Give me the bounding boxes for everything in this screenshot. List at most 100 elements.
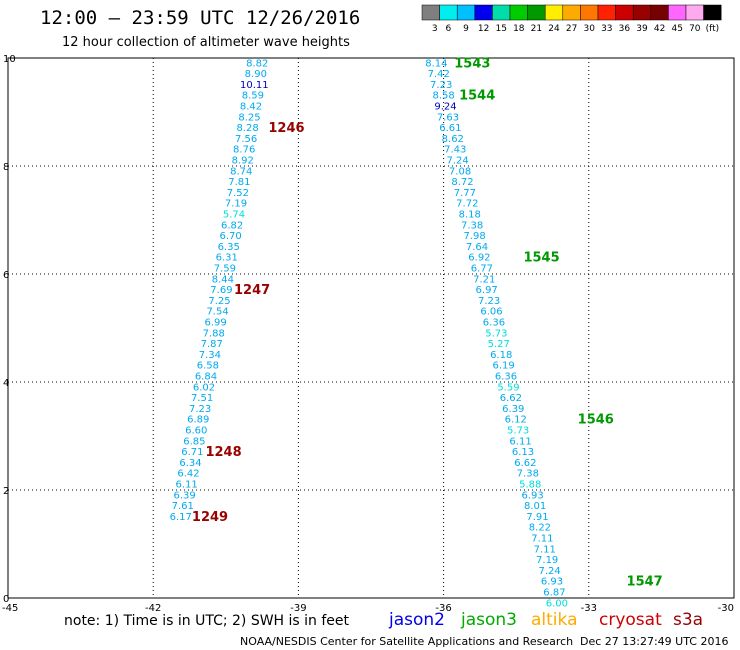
legend-swatch — [492, 4, 511, 21]
wave-height-label: 6.35 — [218, 242, 240, 253]
footer-timestamp: Dec 27 13:27:49 UTC 2016 — [580, 635, 728, 648]
wave-height-label: 6.93 — [541, 577, 563, 588]
legend-label: (ft) — [706, 24, 720, 34]
note-text: note: 1) Time is in UTC; 2) SWH is in fe… — [64, 613, 350, 629]
wave-height-label: 5.73 — [485, 328, 507, 339]
legend-swatch — [456, 4, 476, 21]
wave-height-label: 5.27 — [488, 339, 510, 350]
legend-swatch — [668, 4, 687, 21]
legend-label: 33 — [601, 24, 612, 34]
pass-time-label: 1546 — [578, 413, 614, 428]
wave-height-label: 6.60 — [185, 426, 207, 437]
wave-height-label: 7.21 — [473, 274, 495, 285]
wave-height-label: 6.62 — [500, 393, 522, 404]
x-tick-label: -33 — [581, 603, 597, 614]
legend-swatch — [703, 4, 722, 21]
satellite-s3a: s3a — [673, 610, 703, 630]
wave-height-label: 7.24 — [447, 156, 469, 167]
wave-height-label: 6.62 — [514, 458, 536, 469]
wave-height-label: 7.42 — [428, 69, 450, 80]
satellite-altika: altika — [531, 610, 578, 630]
wave-height-label: 7.87 — [201, 339, 223, 350]
satellite-jason2: jason2 — [388, 610, 445, 630]
legend-label: 21 — [531, 24, 542, 34]
wave-height-label: 6.31 — [216, 253, 238, 264]
wave-height-label: 7.51 — [191, 393, 213, 404]
wave-height-label: 6.42 — [177, 469, 199, 480]
legend-label: 39 — [636, 24, 648, 34]
wave-height-label: 6.02 — [193, 382, 215, 393]
color-legend: 3 6 9 12 15 18 21 24 27 30 33 36 39 42 45 70 (ft) — [421, 4, 722, 34]
pass-time-label: 1246 — [268, 121, 304, 136]
legend-label: 70 — [689, 24, 701, 34]
y-tick-label: 0 — [3, 594, 9, 605]
wave-height-label: 7.11 — [534, 544, 556, 555]
wave-height-label: 8.76 — [233, 145, 255, 156]
wave-height-label: 7.72 — [456, 199, 478, 210]
pass-time-label: 1248 — [205, 445, 241, 460]
satellite-jason3: jason3 — [460, 610, 517, 630]
legend-label: 15 — [495, 24, 506, 34]
wave-height-label: 6.85 — [183, 436, 205, 447]
pass-time-label: 1547 — [627, 575, 663, 590]
pass-time-label: 1545 — [523, 251, 559, 266]
y-tick-label: 8 — [3, 162, 9, 173]
wave-height-label: 7.61 — [172, 501, 194, 512]
time-labels: 1246 1247 1248 1249 1543 1544 1545 1546 1547 — [192, 56, 663, 589]
wave-height-label: 6.39 — [502, 404, 524, 415]
wave-height-label: 7.25 — [208, 296, 230, 307]
wave-height-label: 6.11 — [175, 480, 197, 491]
legend-label: 42 — [654, 24, 665, 34]
wave-height-label: 6.77 — [471, 264, 493, 275]
page-subtitle: 12 hour collection of altimeter wave hei… — [62, 35, 350, 50]
x-tick-label: -45 — [2, 603, 18, 614]
wave-height-label: 6.99 — [205, 318, 227, 329]
wave-height-label: 10.11 — [240, 80, 269, 91]
wave-height-label: 6.06 — [480, 307, 502, 318]
wave-height-label: 8.72 — [451, 177, 473, 188]
satellite-cryosat: cryosat — [599, 610, 662, 630]
wave-height-label: 7.98 — [463, 231, 485, 242]
pass-time-label: 1249 — [192, 510, 228, 525]
wave-height-label: 7.59 — [214, 264, 236, 275]
wave-height-label: 7.19 — [536, 555, 558, 566]
legend-swatch — [562, 4, 581, 21]
wave-height-label: 9.24 — [434, 102, 456, 113]
wave-height-label: 8.90 — [245, 69, 267, 80]
grid — [8, 58, 734, 598]
wave-height-label: 7.34 — [199, 350, 221, 361]
wave-height-label: 7.24 — [538, 566, 560, 577]
wave-height-label: 5.73 — [507, 426, 529, 437]
wave-height-label: 7.56 — [235, 134, 257, 145]
plot-frame — [7, 57, 735, 599]
legend-swatch — [597, 4, 616, 21]
wave-height-label: 5.59 — [497, 382, 519, 393]
wave-height-label: 6.87 — [543, 588, 565, 599]
wave-height-label: 7.91 — [526, 512, 548, 523]
legend-label: 12 — [478, 24, 489, 34]
wave-height-label: 8.18 — [459, 210, 481, 221]
legend-label: 36 — [619, 24, 631, 34]
wave-height-label: 7.63 — [437, 112, 459, 123]
legend-swatch — [509, 4, 528, 21]
footer-source: NOAA/NESDIS Center for Satellite Applica… — [240, 635, 573, 648]
wave-height-label: 7.23 — [430, 80, 452, 91]
legend-label: 6 — [446, 24, 452, 34]
wave-height-label: 6.34 — [179, 458, 201, 469]
wave-height-label: 7.52 — [227, 188, 249, 199]
wave-height-label: 7.77 — [454, 188, 476, 199]
legend-label: 30 — [583, 24, 595, 34]
wave-height-label: 8.25 — [238, 112, 260, 123]
wave-height-label: 6.39 — [174, 490, 196, 501]
wave-height-label: 6.19 — [492, 361, 514, 372]
pass-time-label: 1544 — [459, 89, 495, 104]
wave-height-label: 6.61 — [439, 123, 461, 134]
wave-height-label: 7.23 — [478, 296, 500, 307]
x-tick-label: -39 — [290, 603, 306, 614]
wave-height-label: 7.38 — [461, 220, 483, 231]
legend-label: 27 — [566, 24, 577, 34]
wave-height-label: 6.36 — [483, 318, 505, 329]
wave-height-label: 6.84 — [195, 372, 217, 383]
